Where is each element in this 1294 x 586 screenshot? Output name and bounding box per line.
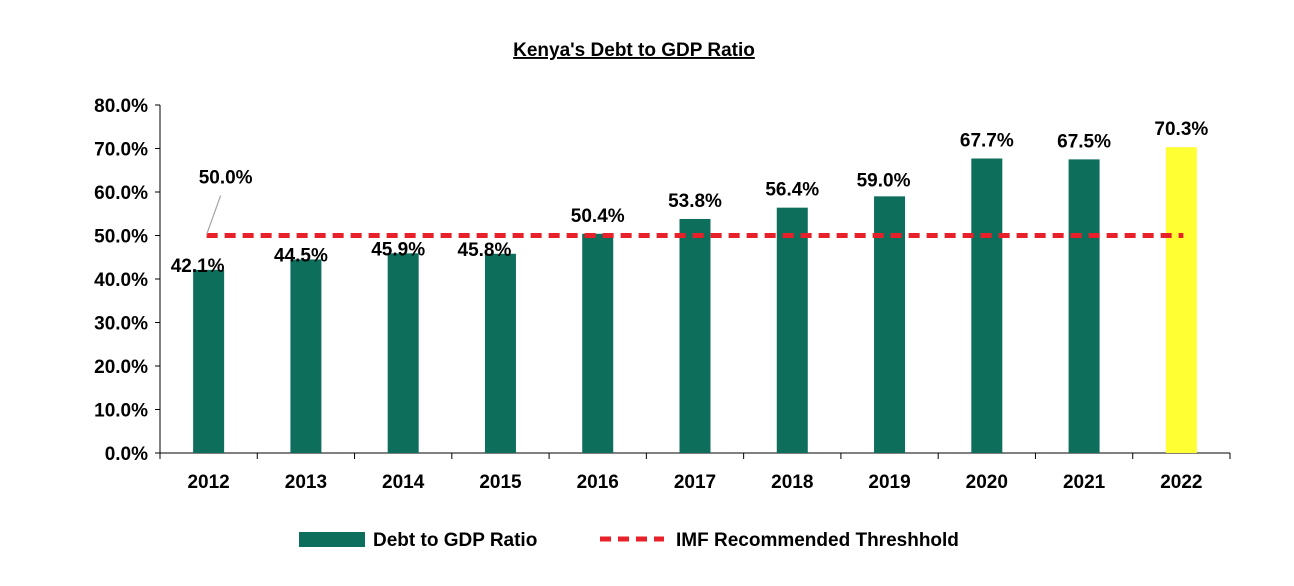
x-tick-label: 2018 bbox=[771, 472, 813, 493]
threshold-label-leader bbox=[206, 195, 222, 235]
bar-2021 bbox=[1068, 159, 1100, 453]
x-tick-labels: 2012 2013 2014 2015 2016 2017 2018 2019 2020 2021… bbox=[159, 453, 1231, 493]
threshold-label: 50.0% bbox=[199, 168, 253, 189]
x-tick-label: 2017 bbox=[674, 472, 716, 493]
bar-label-2016: 50.4% bbox=[571, 206, 625, 227]
x-tick-label: 2013 bbox=[285, 472, 327, 493]
y-tick-label: 50.0% bbox=[94, 227, 148, 248]
legend: Debt to GDP Ratio IMF Recommended Thresh… bbox=[299, 530, 959, 551]
bar-label-2013: 44.5% bbox=[274, 245, 328, 266]
bar-2016 bbox=[582, 233, 614, 453]
y-tick-labels: 0.0% 10.0% 20.0% 30.0% 40.0% 50.0% 60.0% 70.0% 8… bbox=[94, 96, 160, 465]
legend-label-threshold: IMF Recommended Threshhold bbox=[676, 530, 959, 551]
x-tick-label: 2015 bbox=[479, 472, 522, 493]
x-tick-label: 2019 bbox=[868, 472, 910, 493]
bar-label-2017: 53.8% bbox=[668, 191, 722, 212]
x-tick-label: 2021 bbox=[1063, 472, 1106, 493]
bar-label-2012: 42.1% bbox=[171, 256, 225, 277]
bar-label-2014: 45.9% bbox=[371, 239, 425, 260]
bar-2017 bbox=[679, 218, 711, 453]
bar-2019 bbox=[874, 196, 906, 453]
bar-2014 bbox=[387, 253, 419, 453]
legend-label-debt: Debt to GDP Ratio bbox=[373, 530, 537, 551]
x-tick-label: 2012 bbox=[187, 472, 229, 493]
bar-2012 bbox=[193, 269, 225, 453]
x-tick-label: 2016 bbox=[577, 472, 619, 493]
bar-label-2022: 70.3% bbox=[1154, 119, 1208, 140]
bar-data-labels: 42.1% 44.5% 45.9% 45.8% 50.4% 53.8% 56.4% 59.0%… bbox=[171, 119, 1209, 277]
y-tick-label: 0.0% bbox=[105, 444, 148, 465]
y-tick-label: 40.0% bbox=[94, 270, 148, 291]
y-tick-label: 30.0% bbox=[94, 314, 148, 335]
bar-2022 bbox=[1165, 147, 1197, 453]
y-tick-label: 80.0% bbox=[94, 96, 148, 117]
bar-series bbox=[193, 147, 1197, 453]
y-tick-label: 20.0% bbox=[94, 357, 148, 378]
threshold-series: 50.0% bbox=[199, 168, 1184, 238]
y-tick-label: 70.0% bbox=[94, 140, 148, 161]
bar-2015 bbox=[484, 253, 516, 453]
bar-label-2019: 59.0% bbox=[857, 170, 911, 191]
x-tick-label: 2014 bbox=[382, 472, 425, 493]
bar-label-2018: 56.4% bbox=[765, 180, 819, 201]
bar-2020 bbox=[971, 158, 1003, 453]
bar-label-2021: 67.5% bbox=[1057, 131, 1111, 152]
y-tick-label: 60.0% bbox=[94, 183, 148, 204]
y-tick-label: 10.0% bbox=[94, 401, 148, 422]
bar-label-2015: 45.8% bbox=[458, 240, 512, 261]
x-tick-label: 2022 bbox=[1160, 472, 1202, 493]
bar-2013 bbox=[290, 259, 322, 453]
bar-2018 bbox=[776, 207, 808, 453]
bar-label-2020: 67.7% bbox=[960, 131, 1014, 152]
legend-swatch-debt bbox=[299, 532, 365, 547]
x-tick-label: 2020 bbox=[966, 472, 1008, 493]
chart-title: Kenya's Debt to GDP Ratio bbox=[513, 40, 755, 61]
